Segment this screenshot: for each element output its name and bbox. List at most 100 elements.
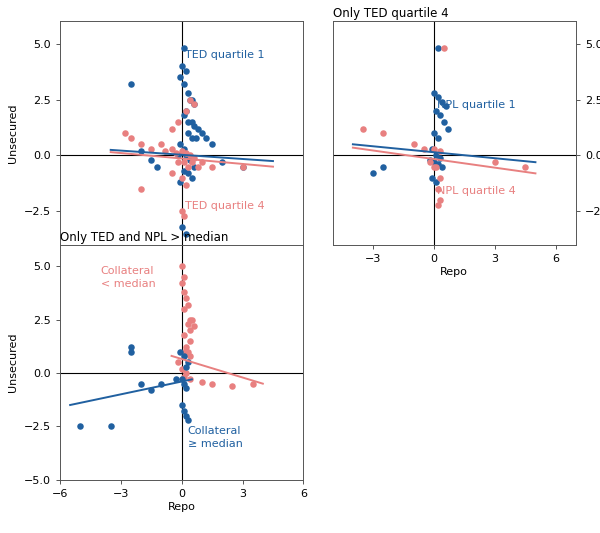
Text: Only TED quartile 4: Only TED quartile 4	[332, 7, 448, 20]
Point	[436, 147, 445, 155]
Point	[189, 322, 199, 330]
Point	[217, 158, 227, 166]
Y-axis label: Unsecured: Unsecured	[8, 333, 18, 392]
Point	[177, 207, 187, 216]
Point	[193, 124, 203, 133]
Point	[183, 169, 193, 177]
Point	[181, 362, 191, 371]
Point	[175, 178, 184, 187]
Point	[227, 382, 237, 390]
Point	[189, 100, 199, 108]
Point	[136, 185, 146, 193]
Point	[181, 149, 191, 158]
Point	[177, 147, 187, 155]
Point	[179, 212, 188, 220]
Point	[179, 158, 188, 166]
Point	[185, 95, 194, 104]
Point	[490, 158, 500, 166]
Point	[187, 158, 197, 166]
Point	[425, 158, 435, 166]
Point	[179, 273, 188, 281]
Point	[106, 422, 116, 431]
Point	[187, 133, 197, 142]
Point	[181, 66, 191, 75]
Point	[409, 140, 419, 149]
Point	[179, 348, 188, 356]
Point	[126, 133, 136, 142]
Point	[175, 140, 184, 149]
Point	[179, 379, 188, 388]
Point	[177, 279, 187, 288]
Point	[136, 147, 146, 155]
Point	[183, 416, 193, 424]
Point	[433, 133, 443, 142]
Point	[173, 118, 182, 126]
Point	[433, 160, 443, 168]
Point	[183, 118, 193, 126]
Point	[181, 369, 191, 377]
Point	[183, 320, 193, 328]
Point	[173, 151, 182, 160]
Point	[136, 379, 146, 388]
Point	[197, 158, 207, 166]
Y-axis label: Unsecured: Unsecured	[8, 103, 18, 163]
Point	[177, 62, 187, 70]
Point	[179, 373, 188, 382]
Point	[171, 149, 181, 158]
Point	[520, 163, 530, 171]
Point	[175, 348, 184, 356]
Point	[181, 343, 191, 352]
Point	[177, 375, 187, 384]
Text: Collateral
< median: Collateral < median	[101, 266, 155, 289]
Point	[431, 178, 441, 187]
Point	[177, 174, 187, 182]
Point	[187, 316, 197, 324]
Point	[146, 156, 156, 164]
Text: Only TED and NPL > median: Only TED and NPL > median	[60, 231, 229, 244]
Point	[157, 140, 166, 149]
Point	[179, 407, 188, 416]
Point	[436, 196, 445, 205]
Point	[429, 129, 439, 138]
Point	[177, 223, 187, 231]
Point	[419, 144, 428, 153]
Point	[437, 98, 447, 106]
Point	[436, 174, 445, 182]
Point	[437, 163, 447, 171]
Point	[167, 124, 176, 133]
Point	[183, 301, 193, 309]
Point	[126, 348, 136, 356]
Point	[161, 147, 170, 155]
Point	[181, 230, 191, 238]
Point	[185, 95, 194, 104]
Point	[185, 375, 194, 384]
X-axis label: Repo: Repo	[440, 266, 468, 277]
Point	[197, 377, 207, 386]
Point	[187, 174, 197, 182]
Point	[183, 358, 193, 367]
Point	[185, 316, 194, 324]
X-axis label: Repo: Repo	[168, 502, 196, 512]
Point	[425, 156, 435, 164]
Point	[436, 154, 445, 162]
Point	[238, 163, 247, 171]
Text: NPL > median: NPL > median	[229, 254, 304, 264]
Point	[152, 163, 162, 171]
Point	[181, 384, 191, 392]
Point	[189, 100, 199, 108]
Text: NPL quartile 1: NPL quartile 1	[437, 100, 515, 110]
Point	[427, 144, 437, 153]
Point	[179, 288, 188, 296]
Point	[433, 185, 443, 193]
Point	[439, 118, 449, 126]
Point	[431, 107, 441, 115]
Point	[439, 44, 449, 52]
Point	[185, 352, 194, 360]
Point	[358, 124, 368, 133]
Point	[431, 163, 441, 171]
Point	[189, 154, 199, 162]
Point	[167, 169, 176, 177]
Point	[201, 133, 211, 142]
Point	[183, 348, 193, 356]
Point	[179, 305, 188, 313]
